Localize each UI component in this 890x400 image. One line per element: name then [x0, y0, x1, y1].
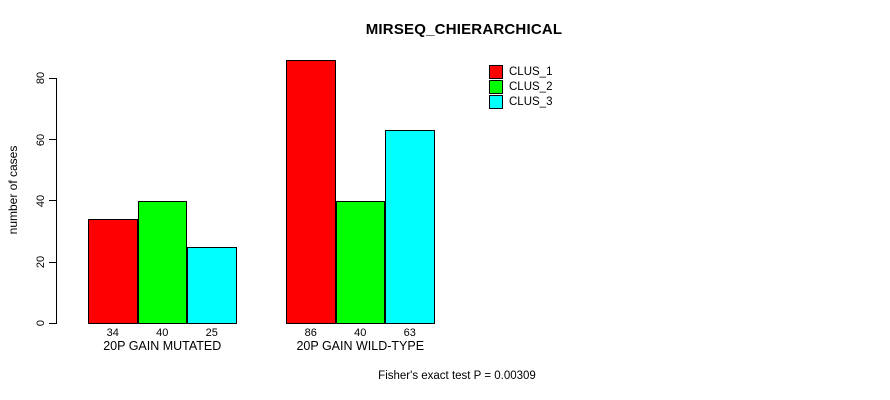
chart-title: MIRSEQ_CHIERARCHICAL: [365, 21, 563, 38]
legend-swatch-icon: [489, 64, 503, 79]
bar-clus_3: [187, 246, 237, 324]
y-tick-label: 80: [35, 72, 47, 85]
bar-clus_1: [286, 59, 336, 324]
legend-item-label: CLUS_1: [509, 65, 553, 78]
y-tick-label: 20: [35, 255, 47, 269]
bar-clus_3: [385, 130, 435, 324]
y-tick-mark: [49, 200, 56, 202]
bar-value-label: 25: [205, 327, 218, 339]
y-tick-mark: [49, 322, 56, 324]
legend: CLUS_1 CLUS_2 CLUS_3: [489, 64, 552, 110]
category-label: 20P GAIN MUTATED: [103, 339, 222, 353]
legend-item-label: CLUS_2: [509, 80, 553, 93]
legend-item-label: CLUS_3: [509, 96, 553, 109]
legend-item-clus_3: CLUS_3: [489, 95, 552, 110]
y-axis-label: number of cases: [6, 145, 20, 235]
legend-item-clus_1: CLUS_1: [489, 64, 552, 79]
bar-value-label: 40: [354, 327, 367, 339]
category-label: 20P GAIN WILD-TYPE: [296, 339, 425, 353]
y-tick-mark: [49, 77, 56, 79]
legend-swatch-icon: [489, 95, 503, 110]
legend-swatch-icon: [489, 79, 503, 94]
bar-value-label: 40: [156, 327, 169, 339]
y-tick-mark: [49, 139, 56, 140]
y-tick-label: 0: [35, 320, 47, 327]
legend-item-clus_2: CLUS_2: [489, 79, 552, 94]
bar-value-label: 86: [304, 327, 317, 339]
y-axis-line: [56, 78, 57, 324]
y-tick-label: 40: [35, 194, 47, 207]
footnote-text: Fisher's exact test P = 0.00309: [378, 370, 536, 382]
bar-clus_2: [137, 200, 187, 324]
bar-value-label: 34: [106, 327, 119, 339]
bar-value-label: 63: [403, 327, 416, 339]
y-tick-label: 60: [35, 133, 47, 146]
y-tick-mark: [49, 261, 56, 263]
bar-clus_1: [88, 219, 138, 324]
bar-clus_2: [335, 200, 385, 324]
